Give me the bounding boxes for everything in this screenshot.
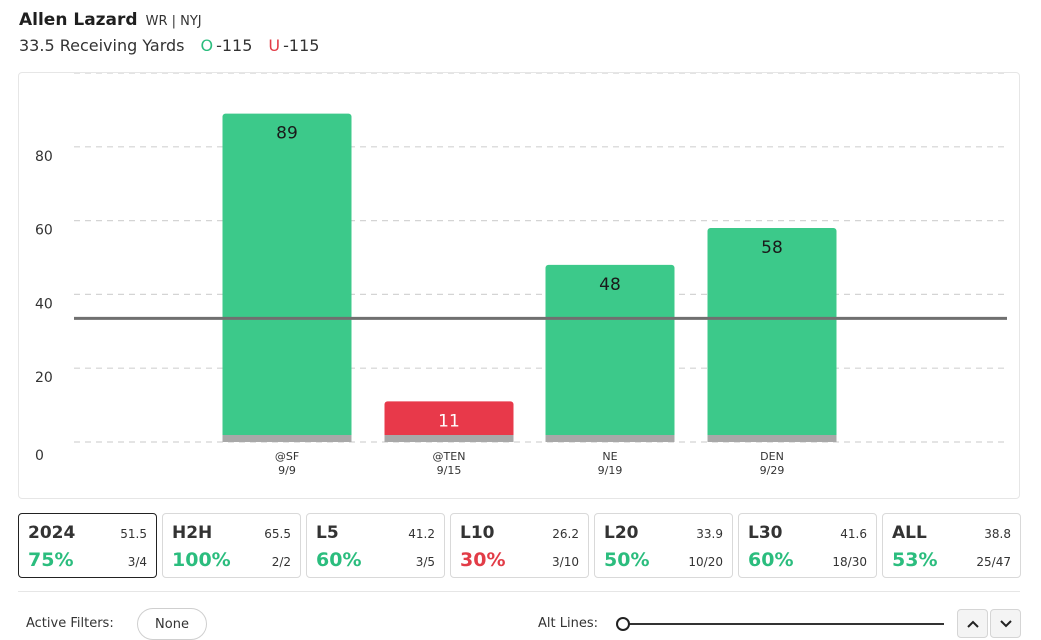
bar-base (222, 435, 352, 442)
opponent-label: @SF (275, 450, 299, 463)
split-hit-count: 3/5 (415, 555, 435, 569)
opponent-label: NE (602, 450, 617, 463)
active-filters-button[interactable]: None (137, 608, 207, 640)
y-tick-label: 80 (35, 149, 53, 165)
split-hit-count: 18/30 (832, 555, 867, 569)
split-hit-rate: 50% (604, 549, 650, 571)
split-average: 41.6 (840, 527, 867, 541)
bar (222, 113, 352, 442)
split-average: 41.2 (408, 527, 435, 541)
bar-value-label: 11 (438, 411, 460, 431)
over-symbol: O (200, 36, 214, 55)
split-hit-rate: 100% (172, 549, 231, 571)
divider (18, 591, 1020, 592)
split-average: 33.9 (696, 527, 723, 541)
split-card-all[interactable]: ALL 38.8 53% 25/47 (882, 513, 1021, 578)
bar (384, 401, 514, 442)
game-date-label: 9/9 (278, 464, 296, 477)
split-card-l20[interactable]: L20 33.9 50% 10/20 (594, 513, 733, 578)
split-average: 51.5 (120, 527, 147, 541)
split-hit-count: 10/20 (688, 555, 723, 569)
split-label: 2024 (28, 523, 76, 543)
split-label: H2H (172, 523, 213, 543)
prop-line-text: 33.5 Receiving Yards (19, 36, 185, 55)
split-hit-rate: 75% (28, 549, 74, 571)
split-card-l30[interactable]: L30 41.6 60% 18/30 (738, 513, 877, 578)
split-card-h2h[interactable]: H2H 65.5 100% 2/2 (162, 513, 301, 578)
split-card-l5[interactable]: L5 41.2 60% 3/5 (306, 513, 445, 578)
y-tick-label: 40 (35, 296, 53, 312)
split-hit-count: 3/10 (552, 555, 579, 569)
bar-base (545, 435, 675, 442)
split-label: ALL (892, 523, 927, 543)
split-hit-count: 3/4 (127, 555, 147, 569)
chevron-down-icon (999, 619, 1012, 627)
y-tick-label: 60 (35, 223, 53, 239)
chevron-up-icon (966, 620, 979, 628)
split-hit-count: 2/2 (271, 555, 291, 569)
split-label: L5 (316, 523, 339, 543)
game-date-label: 9/19 (598, 464, 623, 477)
prop-line: 33.5 Receiving Yards O -115 U -115 (19, 36, 319, 55)
player-header: Allen Lazard WR | NYJ 33.5 Receiving Yar… (19, 10, 319, 55)
bar-value-label: 89 (276, 124, 298, 144)
active-filters-value: None (155, 616, 189, 632)
split-hit-rate: 30% (460, 549, 506, 571)
bar (545, 264, 675, 442)
line-down-button[interactable] (990, 609, 1021, 638)
opponent-label: @TEN (433, 450, 466, 463)
game-date-label: 9/15 (437, 464, 462, 477)
bar-value-label: 58 (761, 238, 783, 258)
split-stats-row: 2024 51.5 75% 3/4 H2H 65.5 100% 2/2 L5 41.2 60% 3/5… (18, 513, 1021, 578)
bar-value-label: 48 (599, 275, 621, 295)
split-hit-rate: 60% (316, 549, 362, 571)
split-average: 38.8 (984, 527, 1011, 541)
split-hit-rate: 60% (748, 549, 794, 571)
y-tick-label: 20 (35, 370, 53, 386)
game-date-label: 9/29 (760, 464, 785, 477)
active-filters-label: Active Filters: (26, 616, 114, 631)
under-symbol: U (268, 36, 281, 55)
bar-base (707, 435, 837, 442)
line-up-button[interactable] (957, 609, 988, 638)
split-label: L10 (460, 523, 495, 543)
game-log-chart: 0 20 40 60 80 89 @SF 9/9 11 @TEN 9/15 48 NE 9/19 58 DEN… (18, 72, 1020, 499)
y-tick-label: 0 (35, 448, 44, 464)
alt-lines-slider-track[interactable] (622, 623, 944, 625)
alt-lines-slider-handle[interactable] (616, 617, 630, 631)
split-average: 65.5 (264, 527, 291, 541)
split-card-l10[interactable]: L10 26.2 30% 3/10 (450, 513, 589, 578)
under-odds[interactable]: -115 (283, 36, 320, 55)
bar (707, 227, 837, 442)
bar-base (384, 435, 514, 442)
split-label: L30 (748, 523, 783, 543)
split-label: L20 (604, 523, 639, 543)
split-card-2024[interactable]: 2024 51.5 75% 3/4 (18, 513, 157, 578)
player-position-team: WR | NYJ (145, 14, 202, 29)
player-name: Allen Lazard (19, 10, 138, 30)
opponent-label: DEN (760, 450, 784, 463)
alt-lines-label: Alt Lines: (538, 616, 598, 631)
split-hit-count: 25/47 (976, 555, 1011, 569)
split-hit-rate: 53% (892, 549, 938, 571)
split-average: 26.2 (552, 527, 579, 541)
over-odds[interactable]: -115 (216, 36, 253, 55)
